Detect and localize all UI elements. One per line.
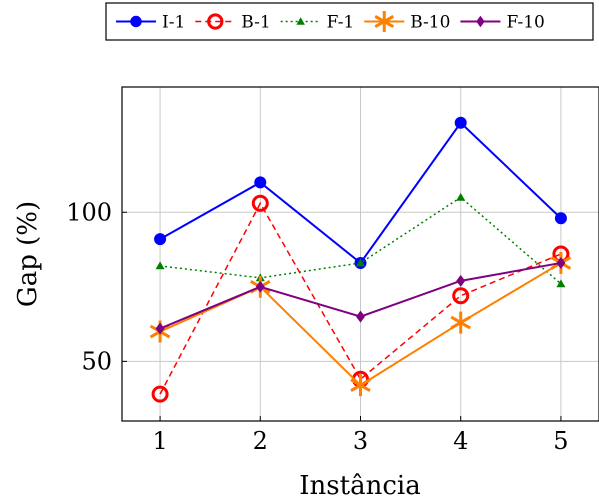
- data-point: [450, 311, 471, 334]
- legend-item: B-10: [364, 11, 450, 33]
- legend-marker: [296, 17, 305, 25]
- series-F-10: [155, 256, 566, 335]
- series-line: [159, 201, 562, 395]
- grid: [122, 87, 599, 421]
- legend-item: I-1: [116, 13, 185, 33]
- y-tick-label: 100: [66, 198, 112, 226]
- data-point: [151, 385, 169, 403]
- x-tick-labels: 1 2 3 4 5: [152, 427, 568, 455]
- x-tick-label: 4: [453, 427, 468, 455]
- data-point: [556, 256, 566, 269]
- data-point: [155, 261, 165, 270]
- series-line: [159, 196, 562, 285]
- data-point: [254, 176, 267, 189]
- data-point: [155, 322, 165, 335]
- legend-label: B-10: [410, 13, 450, 33]
- data-point: [350, 374, 371, 397]
- legend-item: B-1: [195, 13, 271, 33]
- data-point: [456, 192, 466, 201]
- legend-marker: [130, 15, 142, 28]
- x-tick-label: 2: [253, 427, 268, 455]
- legend-marker: [476, 15, 485, 28]
- y-tick-labels: 50 100: [66, 198, 112, 375]
- legend-label: B-1: [241, 13, 270, 33]
- y-tick-label: 50: [81, 347, 112, 375]
- legend-item: F-1: [280, 13, 355, 33]
- legend-marker: [207, 13, 224, 30]
- data-point: [356, 258, 365, 267]
- series-layer: [149, 116, 572, 403]
- legend-label: I-1: [162, 13, 185, 33]
- data-point: [154, 233, 167, 246]
- x-tick-label: 5: [553, 427, 568, 455]
- legend-marker: [374, 11, 395, 32]
- data-point: [556, 279, 566, 288]
- legend-item: F-10: [460, 13, 545, 33]
- x-axis-title: Instância: [299, 471, 420, 501]
- plot-area-frame: [121, 86, 599, 422]
- y-axis-title: Gap (%): [13, 201, 43, 307]
- x-tick-label: 1: [152, 427, 167, 455]
- data-point: [456, 274, 466, 287]
- legend-label: F-10: [506, 13, 544, 33]
- legend-box: [105, 2, 594, 41]
- data-point: [255, 280, 265, 293]
- data-point: [554, 212, 567, 225]
- data-point: [452, 287, 470, 305]
- legend: I-1 B-1 F-1 B-10 F-10: [105, 2, 594, 41]
- data-point: [454, 116, 467, 129]
- data-point: [356, 310, 365, 323]
- legend-label: F-1: [327, 13, 355, 33]
- data-point: [251, 194, 269, 212]
- x-tick-label: 3: [353, 427, 368, 455]
